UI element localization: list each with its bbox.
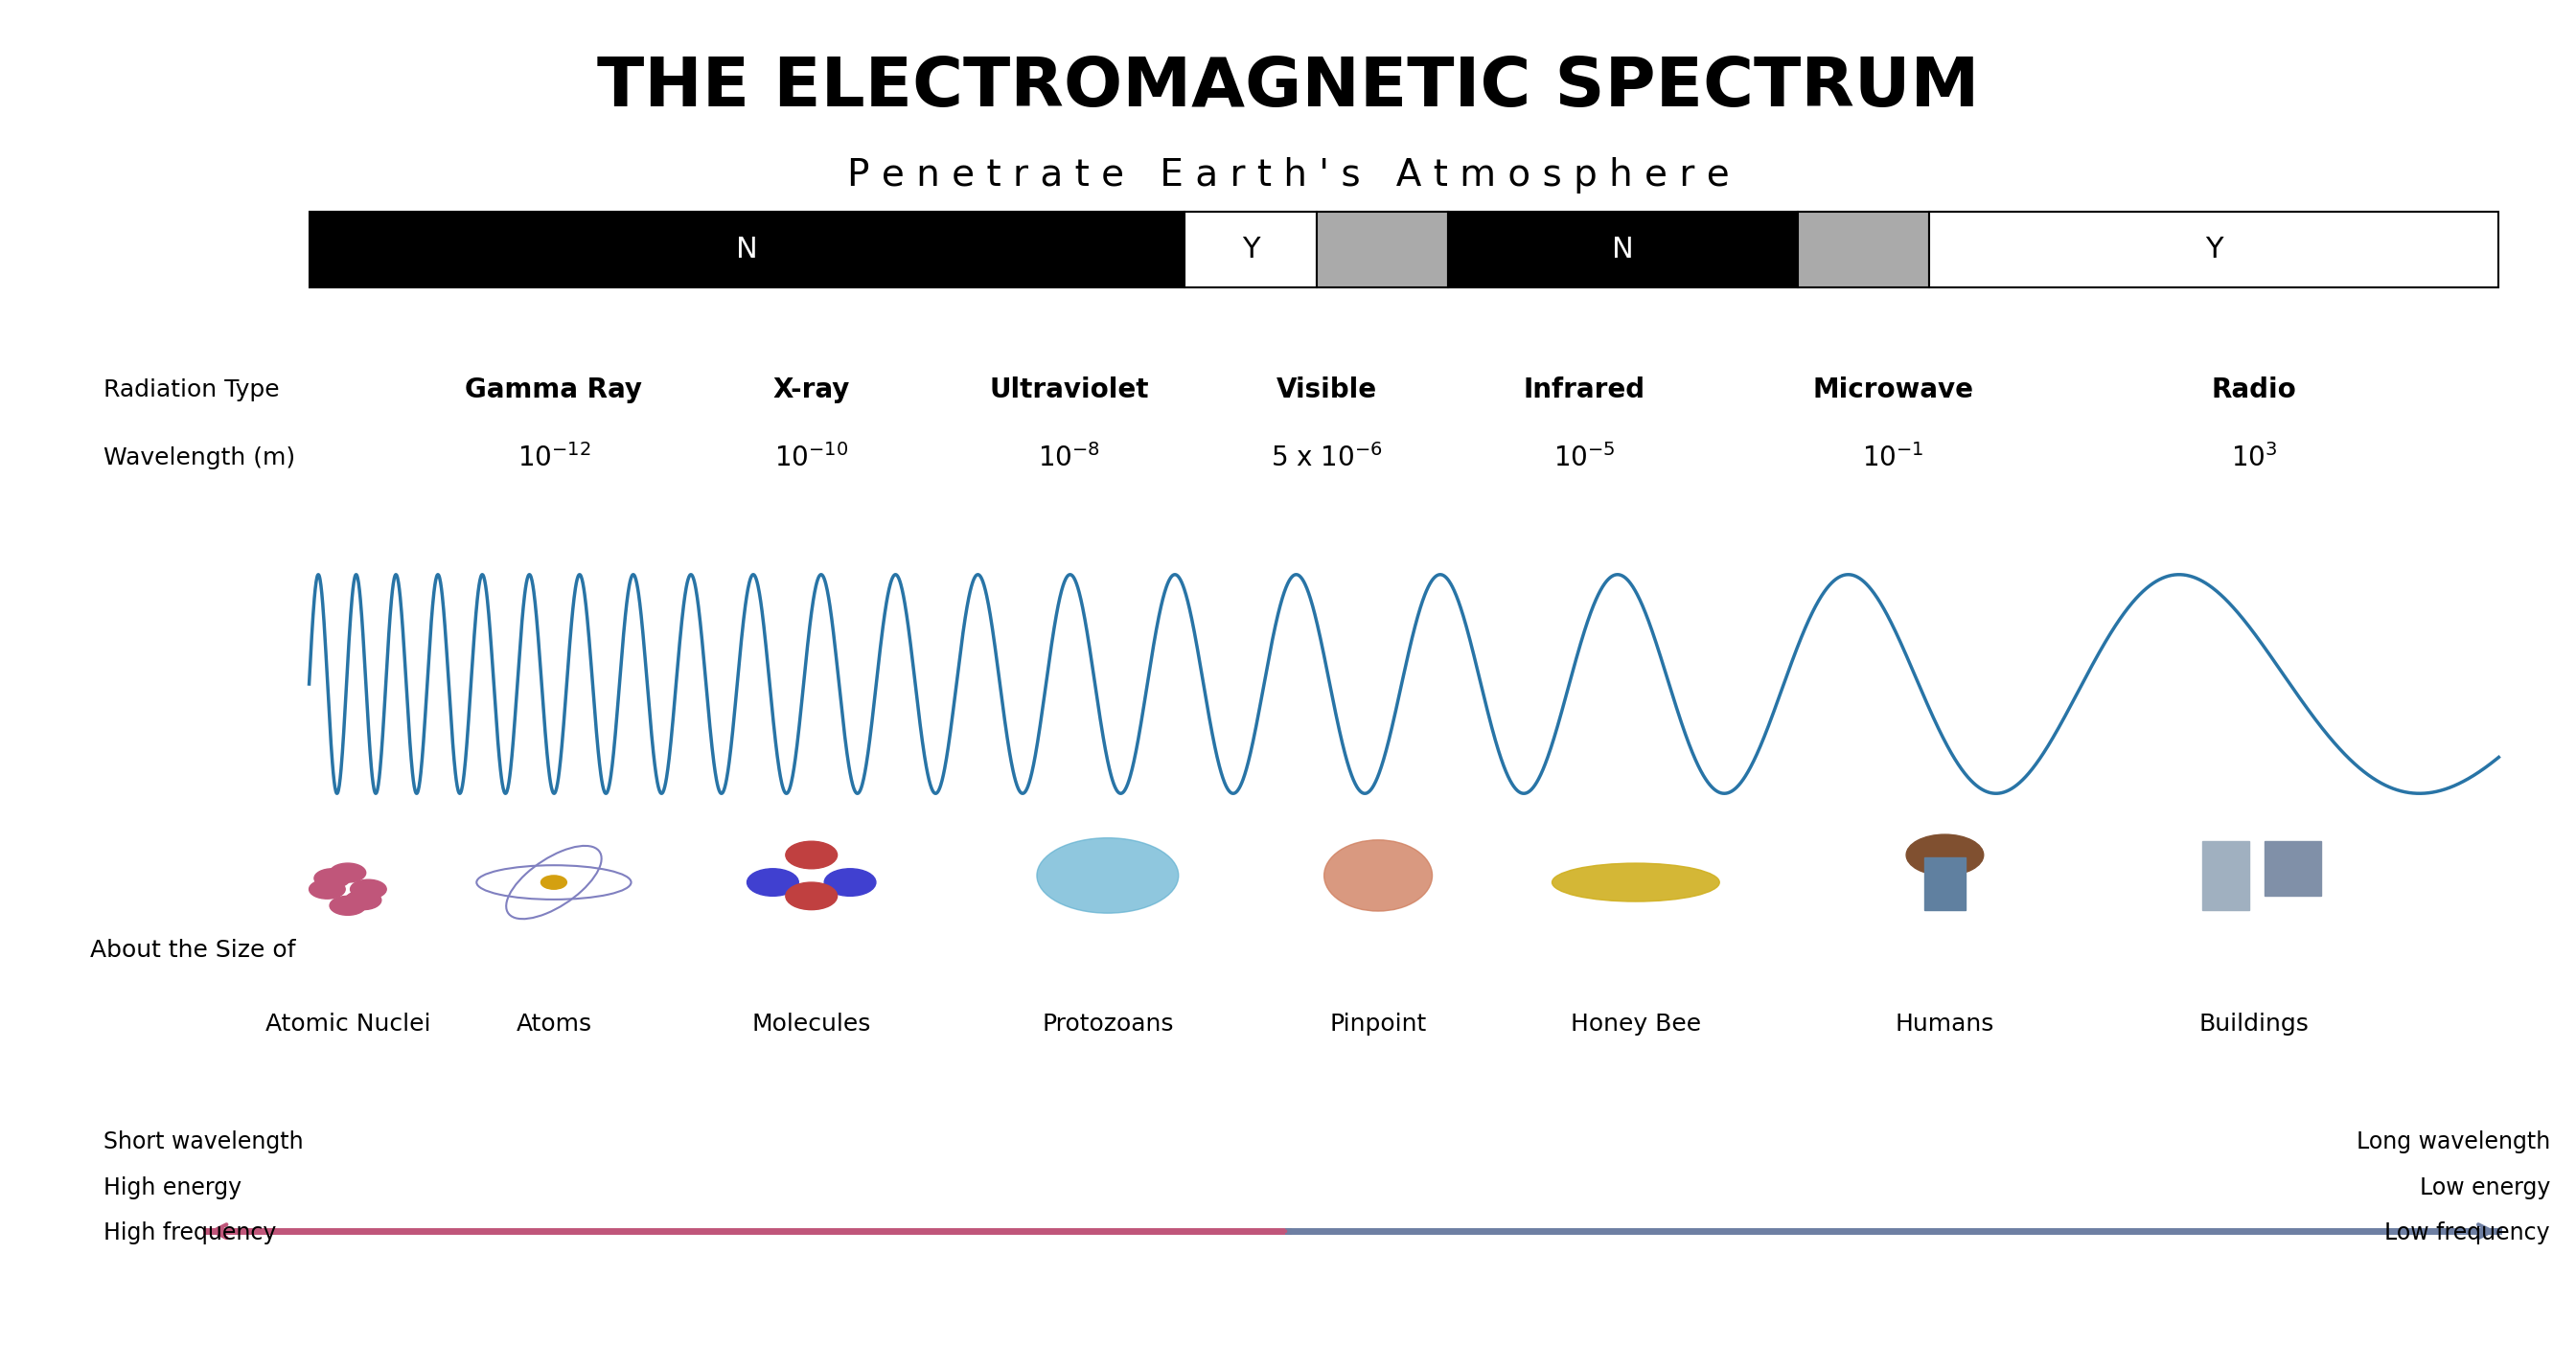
Text: Gamma Ray: Gamma Ray — [466, 376, 641, 404]
Text: Humans: Humans — [1896, 1012, 1994, 1036]
Text: Radiation Type: Radiation Type — [103, 379, 278, 401]
Circle shape — [786, 882, 837, 910]
Text: Atomic Nuclei: Atomic Nuclei — [265, 1012, 430, 1036]
Text: Wavelength (m): Wavelength (m) — [103, 447, 294, 469]
Circle shape — [330, 896, 366, 915]
Text: Low energy: Low energy — [2419, 1176, 2550, 1198]
Text: Radio: Radio — [2210, 376, 2298, 404]
Circle shape — [309, 880, 345, 899]
Bar — [2202, 841, 2249, 910]
Text: 10$^{-1}$: 10$^{-1}$ — [1862, 445, 1924, 472]
Bar — [1929, 212, 2499, 287]
Circle shape — [747, 869, 799, 896]
Text: Ultraviolet: Ultraviolet — [989, 376, 1149, 404]
Text: N: N — [737, 235, 757, 264]
Text: N: N — [1613, 235, 1633, 264]
Circle shape — [541, 876, 567, 889]
Circle shape — [330, 863, 366, 882]
Circle shape — [824, 869, 876, 896]
Bar — [309, 212, 1185, 287]
Circle shape — [314, 869, 350, 888]
Bar — [2264, 841, 2321, 896]
Text: Buildings: Buildings — [2200, 1012, 2308, 1036]
Text: 10$^{-8}$: 10$^{-8}$ — [1038, 445, 1100, 472]
Text: THE ELECTROMAGNETIC SPECTRUM: THE ELECTROMAGNETIC SPECTRUM — [598, 55, 1978, 120]
Text: Microwave: Microwave — [1814, 376, 1973, 404]
Bar — [1448, 212, 1798, 287]
Text: Long wavelength: Long wavelength — [2357, 1131, 2550, 1153]
Text: Visible: Visible — [1275, 376, 1378, 404]
Circle shape — [786, 841, 837, 869]
Text: 10$^{-5}$: 10$^{-5}$ — [1553, 445, 1615, 472]
Circle shape — [1906, 834, 1984, 876]
Text: Atoms: Atoms — [515, 1012, 592, 1036]
Ellipse shape — [1036, 837, 1177, 914]
Text: 10$^{3}$: 10$^{3}$ — [2231, 445, 2277, 472]
Text: High energy: High energy — [103, 1176, 242, 1198]
Circle shape — [345, 891, 381, 910]
Ellipse shape — [1324, 840, 1432, 911]
Text: 10$^{-10}$: 10$^{-10}$ — [775, 445, 848, 472]
Bar — [1316, 212, 1448, 287]
Text: Y: Y — [1242, 235, 1260, 264]
Text: High frequency: High frequency — [103, 1222, 276, 1244]
Bar — [1185, 212, 1316, 287]
Bar — [1798, 212, 1929, 287]
Text: 10$^{-12}$: 10$^{-12}$ — [518, 445, 590, 472]
Text: Infrared: Infrared — [1522, 376, 1646, 404]
Text: Molecules: Molecules — [752, 1012, 871, 1036]
Text: Honey Bee: Honey Bee — [1571, 1012, 1700, 1036]
Text: Y: Y — [2205, 235, 2223, 264]
Text: Low frequency: Low frequency — [2385, 1222, 2550, 1244]
Ellipse shape — [1551, 863, 1721, 902]
Text: X-ray: X-ray — [773, 376, 850, 404]
Text: 5 x 10$^{-6}$: 5 x 10$^{-6}$ — [1270, 445, 1383, 472]
Text: Short wavelength: Short wavelength — [103, 1131, 304, 1153]
Circle shape — [350, 880, 386, 899]
Text: P e n e t r a t e   E a r t h ' s   A t m o s p h e r e: P e n e t r a t e E a r t h ' s A t m o … — [848, 157, 1728, 194]
Text: Pinpoint: Pinpoint — [1329, 1012, 1427, 1036]
Text: Protozoans: Protozoans — [1041, 1012, 1175, 1036]
Bar — [1924, 858, 1965, 910]
Text: About the Size of: About the Size of — [90, 940, 296, 962]
